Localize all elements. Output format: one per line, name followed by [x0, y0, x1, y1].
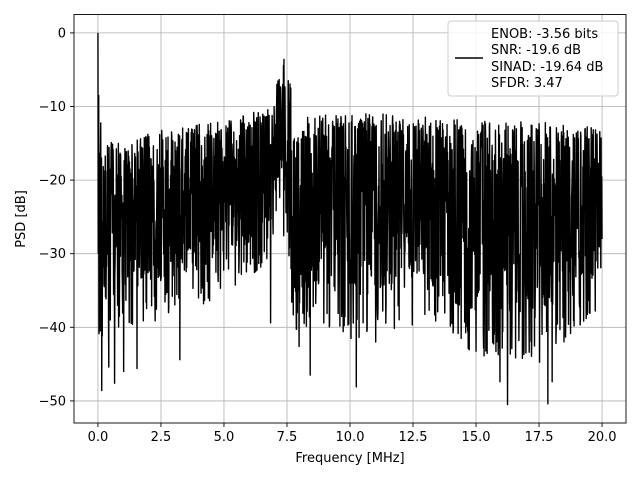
y-tick-label: 0	[58, 26, 66, 41]
x-tick-label: 0.0	[88, 430, 109, 445]
legend-sfdr: SFDR: 3.47	[491, 76, 563, 91]
y-tick-label: −50	[39, 394, 66, 409]
y-tick-label: −30	[39, 247, 66, 262]
legend-box	[447, 20, 619, 97]
x-tick-label: 15.0	[462, 430, 491, 445]
series-layer	[97, 32, 603, 406]
legend-enob: ENOB: -3.56 bits	[491, 27, 598, 42]
ticks: 0.0 2.5 5.0 7.5 10.0 12.5 15.0 17.5 20.0 0 −10 −20 −…	[39, 26, 617, 445]
x-tick-label: 17.5	[525, 430, 554, 445]
y-tick-label: −20	[39, 174, 66, 189]
x-axis-label: Frequency [MHz]	[295, 451, 404, 466]
y-tick-label: −40	[39, 321, 66, 336]
legend-sinad: SINAD: -19.64 dB	[491, 60, 603, 75]
x-tick-label: 12.5	[399, 430, 428, 445]
x-tick-label: 7.5	[277, 430, 298, 445]
x-tick-label: 5.0	[214, 430, 235, 445]
legend: ENOB: -3.56 bits SNR: -19.6 dB SINAD: -1…	[447, 20, 619, 97]
x-tick-label: 20.0	[588, 430, 617, 445]
x-tick-label: 10.0	[336, 430, 365, 445]
x-tick-label: 2.5	[151, 430, 172, 445]
psd-series-line	[97, 32, 603, 406]
y-axis-label: PSD [dB]	[14, 190, 29, 248]
y-tick-label: −10	[39, 100, 66, 115]
legend-snr: SNR: -19.6 dB	[491, 43, 581, 58]
